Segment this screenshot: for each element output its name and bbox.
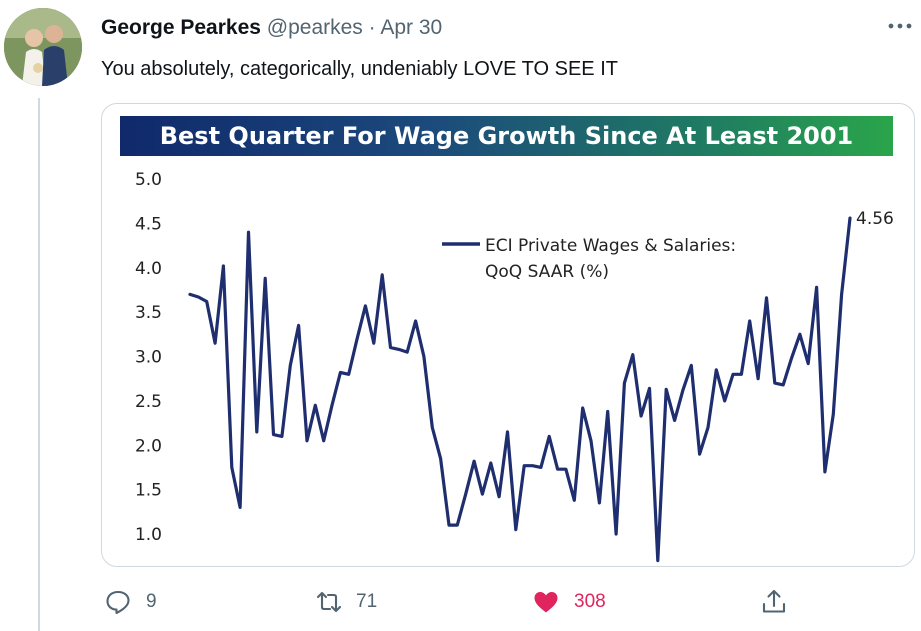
- like-count: 308: [574, 591, 606, 612]
- avatar[interactable]: [4, 8, 82, 86]
- y-tick-label: 4.5: [135, 214, 162, 234]
- thread-line: [38, 98, 40, 631]
- retweet-button[interactable]: 71: [314, 584, 377, 620]
- tweet-text: You absolutely, categorically, undeniabl…: [101, 58, 618, 80]
- chart-image-card[interactable]: Best Quarter For Wage Growth Since At Le…: [101, 103, 915, 567]
- y-tick-label: 3.5: [135, 303, 162, 323]
- author-name[interactable]: George Pearkes: [101, 16, 261, 39]
- reply-count: 9: [146, 591, 157, 612]
- reply-button[interactable]: 9: [104, 584, 157, 620]
- y-tick-label: 5.0: [135, 170, 162, 190]
- reply-icon: [104, 588, 132, 616]
- y-tick-label: 3.0: [135, 348, 162, 368]
- avatar-photo: [4, 8, 82, 86]
- y-tick-label: 2.0: [135, 436, 162, 456]
- heart-icon: [532, 588, 560, 616]
- share-icon: [760, 588, 788, 616]
- retweet-count: 71: [356, 591, 378, 612]
- more-horizontal-icon[interactable]: [887, 10, 913, 36]
- tweet-actions: 9 71 308: [0, 584, 921, 624]
- retweet-icon: [314, 588, 342, 616]
- tweet-header: George Pearkes @pearkes · Apr 30: [101, 16, 442, 40]
- like-button[interactable]: 308: [532, 584, 606, 620]
- legend: ECI Private Wages & Salaries: QoQ SAAR (…: [442, 236, 736, 282]
- last-value-label: 4.56: [856, 209, 894, 229]
- y-tick-label: 2.5: [135, 392, 162, 412]
- line-chart: 5.0 4.5 4.0 3.5 3.0 2.5 2.0 1.5 1.0 ECI Private …: [135, 170, 894, 563]
- share-button[interactable]: [760, 584, 788, 620]
- tweet-date[interactable]: Apr 30: [380, 16, 443, 39]
- legend-label-line2: QoQ SAAR (%): [485, 262, 609, 282]
- legend-label-line1: ECI Private Wages & Salaries:: [485, 236, 736, 256]
- chart-title: Best Quarter For Wage Growth Since At Le…: [120, 116, 893, 156]
- y-tick-label: 4.0: [135, 259, 162, 279]
- series-line: [188, 216, 852, 563]
- author-handle[interactable]: @pearkes: [266, 16, 363, 39]
- y-tick-label: 1.0: [135, 525, 162, 545]
- meta-separator: ·: [368, 16, 376, 39]
- y-tick-label: 1.5: [135, 481, 162, 501]
